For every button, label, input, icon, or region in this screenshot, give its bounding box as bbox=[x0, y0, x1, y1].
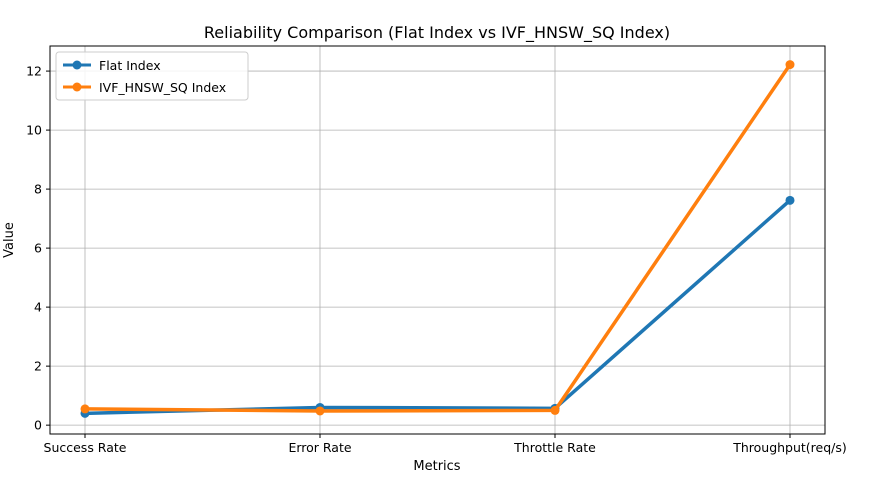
y-axis-label: Value bbox=[2, 222, 17, 258]
y-tick-label: 0 bbox=[34, 418, 42, 433]
x-tick-label: Throttle Rate bbox=[513, 440, 596, 455]
legend-box bbox=[55, 51, 249, 101]
legend: Flat Index IVF_HNSW_SQ Index bbox=[55, 51, 249, 101]
chart-title: Reliability Comparison (Flat Index vs IV… bbox=[204, 23, 670, 43]
grid-lines bbox=[50, 46, 825, 434]
axis-ticks: Success Rate Error Rate Throttle Rate Throu… bbox=[26, 64, 847, 455]
y-tick-label: 8 bbox=[34, 182, 42, 197]
legend-label-flat-index: Flat Index bbox=[99, 58, 161, 73]
data-point-ivf-hnsw-sq-index bbox=[315, 406, 325, 416]
legend-marker-flat-index bbox=[72, 60, 82, 70]
x-tick-label: Throughput(req/s) bbox=[732, 440, 847, 455]
y-tick-label: 12 bbox=[26, 64, 42, 79]
data-point-ivf-hnsw-sq-index bbox=[550, 405, 560, 415]
series-group bbox=[80, 60, 795, 418]
x-tick-label: Success Rate bbox=[44, 440, 127, 455]
plot-area-frame bbox=[49, 45, 826, 435]
series-line-ivf-hnsw-sq-index bbox=[83, 62, 792, 413]
legend-marker-ivf-hnsw-sq-index bbox=[72, 82, 82, 92]
y-tick-label: 2 bbox=[34, 359, 42, 374]
y-tick-label: 4 bbox=[34, 300, 42, 315]
data-point-flat-index bbox=[785, 195, 795, 205]
legend-label-ivf-hnsw-sq-index: IVF_HNSW_SQ Index bbox=[99, 80, 226, 95]
y-tick-label: 10 bbox=[26, 123, 42, 138]
x-tick-label: Error Rate bbox=[288, 440, 351, 455]
data-point-ivf-hnsw-sq-index bbox=[785, 60, 795, 70]
data-point-ivf-hnsw-sq-index bbox=[80, 404, 90, 414]
x-axis-label: Metrics bbox=[413, 459, 460, 474]
y-tick-label: 6 bbox=[34, 241, 42, 256]
